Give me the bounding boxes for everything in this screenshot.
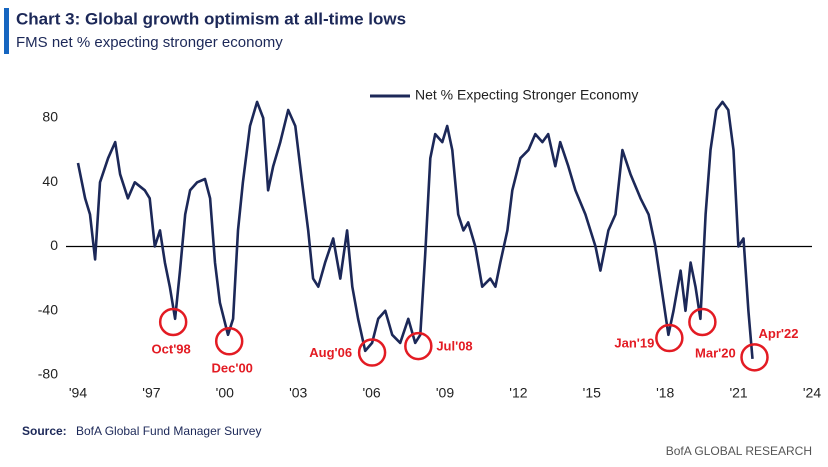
y-tick-label: 0 [50,237,58,253]
source: BofA Global Fund Manager Survey [76,424,261,438]
x-tick-label: '94 [69,385,87,401]
chart-title: Chart 3: Global growth optimism at all-t… [16,9,406,28]
x-tick-label: '97 [142,385,160,401]
annotation-circle [404,331,433,361]
annotation-label: Oct'98 [152,341,191,356]
annotation-label: Jan'19 [614,335,654,350]
x-tick-label: '00 [216,385,234,401]
annotation-circle [357,338,387,367]
annotation-label: Dec'00 [212,361,253,376]
annotation-circle [655,323,684,353]
series-line [76,100,754,360]
source-label: Source: [22,424,67,438]
annotation-label: Apr'22 [759,326,799,341]
x-tick-label: '24 [803,385,821,401]
chart-subtitle: FMS net % expecting stronger economy [16,34,283,51]
title-accent [4,8,9,54]
y-tick-label: -80 [38,366,58,382]
annotation-label: Jul'08 [436,339,472,354]
x-tick-label: '21 [729,385,747,401]
y-tick-label: 40 [42,173,58,189]
y-tick-label: -40 [38,301,58,317]
y-tick-label: 80 [42,109,58,125]
annotation-circle [688,307,717,337]
annotation-label: Aug'06 [309,345,352,360]
annotation-circle [740,343,769,372]
annotation-circle [214,327,244,356]
x-tick-label: '12 [509,385,527,401]
footer: BofA GLOBAL RESEARCH [666,444,812,458]
x-tick-label: '09 [436,385,454,401]
annotation-circle [158,307,188,337]
annotation-label: Mar'20 [695,345,736,360]
x-tick-label: '18 [656,385,674,401]
x-tick-label: '15 [583,385,601,401]
legend-label: Net % Expecting Stronger Economy [415,87,638,103]
x-tick-label: '03 [289,385,307,401]
x-tick-label: '06 [362,385,380,401]
